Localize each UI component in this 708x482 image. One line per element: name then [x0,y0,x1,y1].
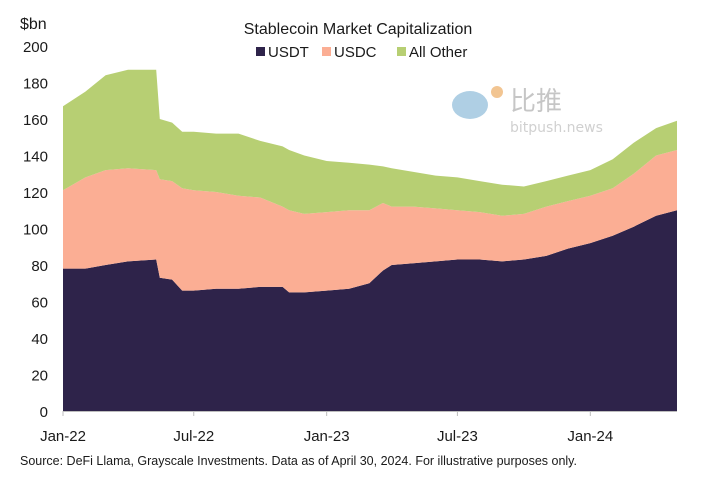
y-tick-label: 80 [31,258,48,275]
y-tick-label: 200 [23,39,48,56]
plot-areas [63,69,677,411]
y-tick-label: 100 [23,222,48,239]
watermark-text-en: bitpush.news [510,120,603,136]
y-tick-label: 60 [31,295,48,312]
source-note: Source: DeFi Llama, Grayscale Investment… [20,454,577,468]
legend-swatch [322,47,331,56]
y-axis-label: $bn [20,16,47,33]
area-all-other [63,69,677,216]
legend-label: All Other [409,44,467,61]
legend-swatch [397,47,406,56]
watermark-logo: 比推 bitpush.news [452,86,603,136]
x-tick-label: Jul-22 [173,428,214,445]
chart-title: Stablecoin Market Capitalization [244,21,473,38]
y-axis: 0 20 40 60 80 100 120 140 160 180 200 [23,39,48,421]
y-tick-label: 120 [23,185,48,202]
x-tick-label: Jul-23 [437,428,478,445]
y-tick-label: 160 [23,112,48,129]
y-tick-label: 40 [31,331,48,348]
legend-item-usdc: USDC [322,44,377,61]
x-tick-label: Jan-22 [40,428,86,445]
x-tick-label: Jan-23 [304,428,350,445]
bird-icon [452,91,488,119]
y-tick-label: 20 [31,368,48,385]
legend-label: USDC [334,44,377,61]
y-tick-label: 0 [40,404,48,421]
watermark-text-cn: 比推 [510,87,562,117]
area-usdt [63,210,677,411]
legend-swatch [256,47,265,56]
legend: USDT USDC All Other [256,44,467,61]
x-axis: Jan-22 Jul-22 Jan-23 Jul-23 Jan-24 [40,411,613,445]
legend-item-all-other: All Other [397,44,467,61]
y-tick-label: 180 [23,76,48,93]
area-usdc [63,150,677,293]
legend-label: USDT [268,44,309,61]
legend-item-usdt: USDT [256,44,309,61]
bitcoin-icon [491,86,503,98]
y-tick-label: 140 [23,149,48,166]
x-tick-label: Jan-24 [567,428,613,445]
